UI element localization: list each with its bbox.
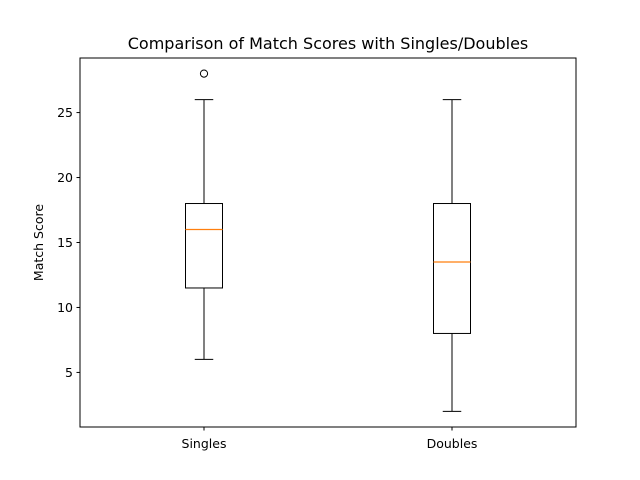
y-tick-label: 10 bbox=[57, 300, 73, 315]
y-tick-label: 25 bbox=[57, 105, 73, 120]
plot-frame bbox=[79, 57, 577, 428]
y-tick-label: 20 bbox=[57, 170, 73, 185]
plot-area bbox=[80, 58, 576, 427]
y-tick-label: 15 bbox=[57, 235, 73, 250]
boxes-layer bbox=[185, 69, 471, 412]
y-axis-label: Match Score bbox=[31, 204, 46, 281]
y-axis-ticks: 5 10 15 20 25 bbox=[57, 105, 80, 380]
x-tick-label-singles: Singles bbox=[182, 436, 227, 451]
iqr-box bbox=[185, 203, 223, 289]
y-tick-label: 5 bbox=[65, 365, 73, 380]
box-group-doubles bbox=[433, 99, 471, 412]
chart-title: Comparison of Match Scores with Singles/… bbox=[128, 34, 529, 53]
outlier-point bbox=[199, 69, 209, 78]
x-tick-label-doubles: Doubles bbox=[427, 436, 478, 451]
iqr-box bbox=[433, 203, 471, 334]
x-axis-ticks: Singles Doubles bbox=[182, 427, 478, 451]
box-group-singles bbox=[185, 69, 223, 360]
